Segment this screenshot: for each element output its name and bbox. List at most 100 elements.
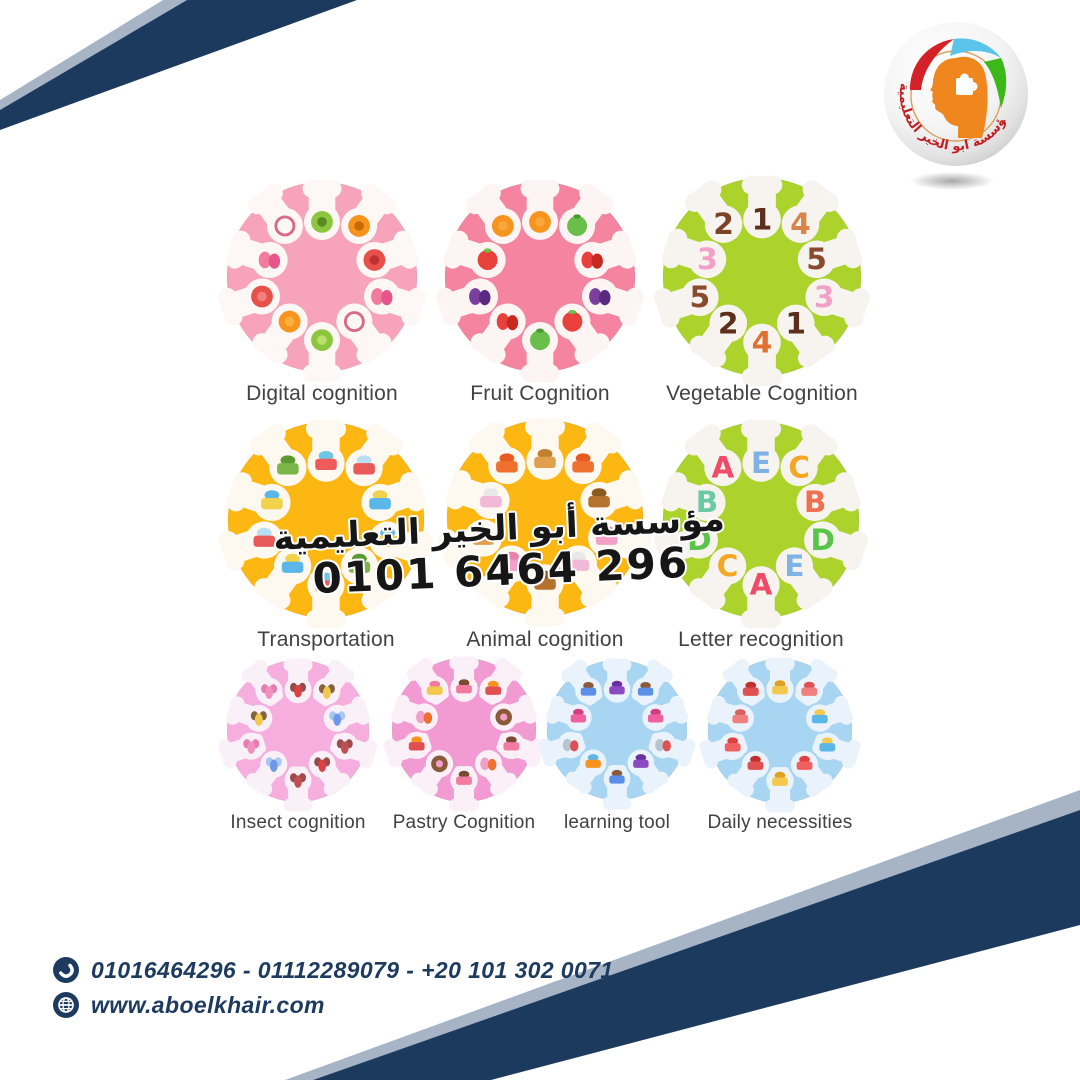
svg-text:E: E	[751, 446, 771, 480]
disc-item	[415, 710, 433, 724]
disc-item: 3	[697, 242, 718, 277]
disc-item: B	[696, 485, 718, 519]
disc-item	[343, 311, 365, 333]
disc-item	[655, 738, 671, 752]
disc-item	[371, 288, 393, 306]
disc-item	[633, 754, 649, 768]
disc-item	[609, 680, 625, 695]
disc-item	[581, 251, 603, 269]
disc-item	[243, 739, 260, 754]
disc-item	[477, 248, 498, 270]
logo-swoosh-blue	[950, 38, 1001, 58]
disc-item: 4	[790, 207, 811, 242]
disc-item	[496, 453, 518, 473]
brand-logo: مؤسسة ابو الخير التعليمية	[870, 16, 1028, 190]
disc-item	[480, 757, 497, 771]
svg-text:1: 1	[785, 306, 806, 341]
disc-item	[290, 773, 306, 788]
contact-phones-line: 01016464296 - 01112289079 - +20 101 302 …	[52, 956, 614, 984]
bottom-right-navy-ribbon	[313, 810, 1080, 1080]
disc-item: E	[784, 549, 804, 583]
disc-item	[609, 769, 625, 784]
top-left-gray-stripe	[0, 0, 187, 110]
disc-item	[311, 329, 333, 351]
disc-item: 2	[718, 306, 739, 341]
disc-item	[250, 711, 267, 726]
disc-item	[595, 525, 618, 545]
disc-item: A	[712, 450, 735, 484]
disc-item	[274, 215, 296, 237]
logo-swoosh-green	[984, 58, 1007, 108]
svg-text:3: 3	[814, 280, 835, 315]
contact-website-line: www.aboelkhair.com	[52, 991, 614, 1019]
disc-item	[647, 708, 664, 723]
phone-icon	[53, 957, 79, 983]
disc-label-fruit: Fruit Cognition	[470, 382, 610, 405]
logo-shadow	[910, 172, 994, 190]
puzzle-piece-icon	[956, 73, 978, 95]
disc-label-animal: Animal cognition	[466, 628, 624, 651]
svg-text:4: 4	[752, 325, 773, 360]
disc-item	[811, 709, 828, 724]
disc-item	[277, 455, 299, 475]
disc-item	[503, 736, 520, 751]
disc-item	[265, 757, 282, 772]
disc-animal	[429, 402, 661, 639]
disc-item	[534, 448, 556, 469]
disc-item	[562, 309, 583, 332]
disc-transportation	[210, 404, 442, 641]
disc-item	[369, 490, 391, 510]
svg-text:C: C	[788, 450, 810, 484]
disc-digital	[209, 164, 435, 395]
disc-item	[495, 708, 513, 726]
disc-item: B	[804, 485, 826, 519]
disc-item	[588, 488, 610, 508]
svg-text:4: 4	[790, 207, 811, 242]
disc-item	[530, 328, 550, 351]
disc-daily	[690, 641, 870, 826]
svg-text:C: C	[717, 549, 739, 583]
svg-text:A: A	[750, 568, 773, 602]
svg-text:5: 5	[689, 280, 710, 315]
disc-label-letter: Letter recognition	[678, 628, 844, 651]
disc-item: 4	[752, 325, 773, 360]
disc-item	[314, 757, 331, 772]
disc-label-daily: Daily necessities	[707, 812, 853, 833]
disc-item	[570, 708, 587, 723]
disc-item	[580, 681, 597, 696]
disc-item	[485, 680, 502, 695]
disc-item	[251, 285, 273, 308]
disc-item	[258, 251, 281, 269]
disc-item	[772, 680, 788, 695]
child-head-icon	[930, 56, 988, 138]
disc-item	[567, 551, 590, 571]
svg-text:D: D	[810, 523, 834, 557]
disc-item	[492, 215, 514, 237]
disc-item	[472, 525, 495, 545]
disc-item	[426, 680, 443, 695]
disc-item	[261, 490, 283, 510]
disc-item: 2	[713, 207, 734, 242]
disc-item	[278, 310, 301, 333]
disc-insect	[209, 642, 387, 825]
svg-text:B: B	[696, 485, 718, 519]
disc-item	[315, 450, 337, 471]
disc-item	[431, 755, 448, 773]
disc-item	[589, 288, 611, 306]
disc-item	[348, 553, 371, 573]
top-left-navy-ribbon	[0, 0, 357, 130]
contact-website: www.aboelkhair.com	[91, 991, 325, 1018]
svg-text:D: D	[687, 523, 711, 557]
disc-item	[336, 739, 353, 754]
disc-item: D	[687, 523, 711, 557]
disc-item	[562, 738, 579, 752]
disc-item	[261, 684, 278, 699]
disc-item	[253, 527, 276, 547]
disc-pastry	[374, 640, 554, 825]
svg-text:2: 2	[718, 306, 739, 341]
disc-tool	[529, 642, 705, 823]
disc-item	[819, 737, 836, 752]
